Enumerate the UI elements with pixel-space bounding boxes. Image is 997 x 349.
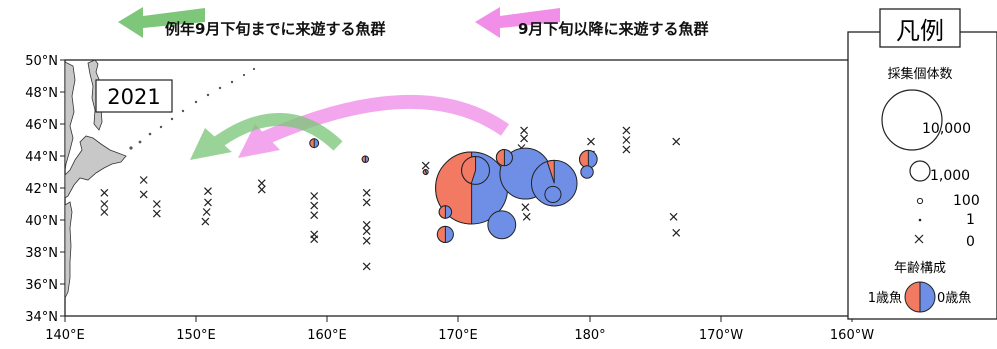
lon-tick-label: 180° — [574, 328, 605, 343]
legend: 凡例 採集個体数 10,000 1,000 100 1 0 年齢構成 1歳魚 0… — [847, 8, 997, 320]
catch-pie-marker — [544, 185, 562, 203]
zero-catch-cross-icon — [362, 198, 371, 207]
early-school-arrow-icon — [118, 7, 205, 38]
zero-catch-cross-icon — [362, 220, 371, 229]
catch-pie-marker — [438, 205, 453, 219]
zero-catch-cross-icon — [362, 262, 371, 271]
zero-catch-cross-icon — [201, 217, 210, 226]
legend-age1-label: 1歳魚 — [868, 291, 902, 306]
zero-catch-cross-icon — [139, 190, 148, 199]
lat-tick-label: 42°N — [25, 182, 58, 197]
lat-tick-label: 50°N — [25, 54, 58, 69]
legend-age-pie-icon — [904, 281, 936, 313]
zero-catch-cross-icon — [362, 236, 371, 245]
zero-catch-cross-icon — [521, 203, 530, 212]
lon-tick-label: 170°E — [438, 328, 478, 343]
catch-pie-marker — [436, 225, 454, 243]
catch-pie-marker — [309, 138, 320, 149]
lon-axis: 140°E 150°E 160°E 170°E 180° 170°W 160°W — [45, 316, 874, 343]
legend-size-label: 0 — [966, 234, 975, 250]
lon-tick-label: 170°W — [699, 328, 743, 343]
zero-catch-cross-icon — [622, 145, 631, 154]
early-school-label: 例年9月下旬までに来遊する魚群 — [165, 20, 385, 38]
zero-catch-cross-icon — [204, 198, 212, 207]
legend-age-title: 年齢構成 — [894, 261, 946, 276]
zero-catch-cross-icon — [100, 188, 109, 197]
zero-catch-cross-icon — [669, 212, 678, 221]
lat-tick-label: 46°N — [25, 118, 58, 133]
legend-size-circle — [881, 89, 943, 151]
lon-tick-label: 150°E — [176, 328, 216, 343]
zero-catch-cross-icon — [100, 208, 109, 216]
early-migration-arrow-icon — [190, 113, 343, 160]
late-school-arrow-icon — [475, 7, 560, 38]
zero-catch-cross-icon — [362, 227, 371, 236]
legend-size-circle — [909, 160, 931, 182]
zero-catch-cross-icon — [587, 137, 595, 146]
legend-zero-cross-icon — [914, 234, 924, 244]
year-label: 2021 — [107, 85, 160, 109]
legend-size-label: 10,000 — [922, 121, 971, 137]
catch-pie-marker — [495, 149, 513, 167]
catch-pie-marker — [361, 155, 370, 163]
zero-catch-cross-icon — [310, 235, 319, 244]
lat-tick-label: 40°N — [25, 214, 58, 229]
zero-catch-cross-icon — [310, 201, 319, 210]
lon-tick-label: 160°W — [830, 328, 874, 343]
lat-tick-label: 48°N — [25, 86, 58, 101]
lat-tick-label: 36°N — [25, 278, 58, 293]
catch-pie-marker — [579, 149, 598, 169]
zero-catch-cross-icon — [672, 137, 681, 146]
zero-catch-cross-icon — [152, 209, 161, 218]
legend-size-circle — [916, 197, 924, 205]
lon-tick-label: 140°E — [45, 328, 85, 343]
zero-catch-cross-icon — [622, 126, 631, 135]
zero-catch-cross-icon — [310, 211, 319, 220]
catch-pie-marker — [530, 159, 578, 207]
zero-catch-cross-icon — [362, 188, 371, 197]
legend-count-title: 採集個体数 — [887, 66, 952, 82]
lat-tick-label: 44°N — [25, 150, 58, 165]
zero-catch-cross-icon — [520, 134, 529, 143]
catch-pie-markers — [309, 138, 598, 243]
lat-tick-label: 34°N — [25, 310, 58, 325]
year-label-box: 2021 — [95, 79, 173, 113]
zero-catch-cross-icon — [204, 187, 212, 196]
legend-size-label: 1,000 — [930, 168, 970, 184]
late-school-label: 9月下旬以降に来遊する魚群 — [518, 20, 708, 38]
lon-tick-label: 160°E — [307, 328, 347, 343]
catch-pie-marker — [487, 210, 517, 240]
zero-catch-cross-icon — [522, 212, 531, 221]
legend-size-dot — [918, 218, 922, 222]
legend-size-label: 100 — [953, 193, 980, 209]
legend-title: 凡例 — [896, 17, 944, 45]
zero-catch-cross-icon — [520, 126, 529, 135]
zero-catch-cross-icon — [622, 136, 631, 144]
zero-catch-cross-icon — [139, 176, 148, 184]
zero-catch-cross-icon — [310, 192, 319, 200]
legend-age0-label: 0歳魚 — [937, 291, 971, 306]
legend-size-label: 1 — [966, 212, 975, 228]
zero-catch-cross-icon — [202, 208, 211, 216]
zero-catch-cross-icon — [100, 200, 109, 208]
zero-catch-cross-icon — [672, 228, 681, 237]
lat-tick-label: 38°N — [25, 246, 58, 261]
catch-pie-marker — [461, 155, 490, 185]
catch-pie-marker — [580, 165, 594, 179]
zero-catch-cross-icon — [421, 161, 430, 170]
zero-catch-cross-icon — [152, 200, 161, 208]
kuril-islands — [129, 67, 256, 150]
lat-axis: 50°N 48°N 46°N 44°N 42°N 40°N 38°N 36°N … — [25, 54, 65, 325]
zero-catch-cross-icon — [257, 185, 266, 194]
catch-pie-marker — [422, 168, 429, 175]
zero-catch-cross-icon — [257, 179, 266, 188]
